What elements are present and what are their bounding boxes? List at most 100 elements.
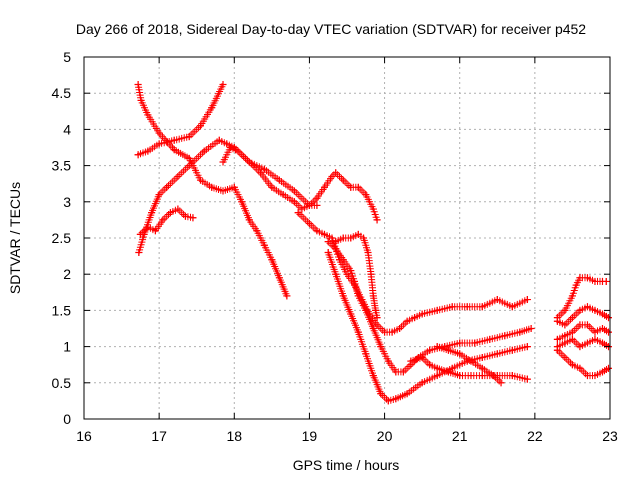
data-point [320,230,328,238]
x-tick-label: 18 [226,428,242,444]
data-point [364,248,372,256]
series-markers [324,238,535,376]
data-point [144,111,152,119]
data-point [360,234,368,242]
data-point [493,350,501,358]
data-point [313,194,321,202]
data-point [369,372,377,380]
data-point [467,357,475,365]
data-point [456,372,464,380]
data-point [591,372,599,380]
x-tick-label: 19 [302,428,318,444]
data-point [219,187,227,195]
data-point [219,158,227,166]
data-point [598,339,606,347]
series-7 [324,238,535,376]
data-point [572,281,580,289]
series-markers [332,230,381,322]
series-13 [553,303,612,329]
data-point [369,325,377,332]
data-point [604,328,612,336]
data-point [388,328,396,336]
data-point [561,339,569,347]
data-point [151,227,159,235]
data-point [170,136,178,144]
data-point [553,335,561,343]
y-tick-label: 4 [63,121,71,137]
data-point [134,81,142,89]
data-point [583,303,591,311]
data-point [332,270,340,278]
y-tick-label: 0.5 [52,375,72,391]
data-point [568,335,576,343]
data-point [324,248,332,256]
series-markers [553,346,612,380]
series-16 [553,346,612,380]
data-point [467,372,475,380]
data-point [245,216,253,224]
x-tick-label: 16 [76,428,92,444]
data-point [347,234,355,242]
data-point [369,292,377,300]
data-point [185,133,193,141]
data-point [478,372,486,380]
data-point [223,140,231,148]
data-point [568,328,576,336]
data-point [418,310,426,318]
data-point [347,267,355,275]
data-point [219,81,227,89]
data-point [298,205,306,213]
data-point [561,332,569,340]
data-point [166,209,174,217]
data-point [185,154,193,162]
data-point [478,303,486,311]
data-point [230,183,238,191]
data-point [324,238,332,246]
data-point [347,183,355,191]
data-point [373,216,381,224]
data-point [508,346,516,354]
data-point [208,183,216,191]
data-point [598,325,606,332]
data-point [591,306,599,314]
data-point [396,325,404,332]
data-point [523,375,531,383]
data-point [561,353,569,361]
data-point [159,216,167,224]
data-point [478,353,486,361]
data-point [283,292,291,300]
data-point [155,191,163,199]
data-point [591,335,599,343]
data-point [260,165,268,173]
data-point [234,147,242,155]
data-point [583,339,591,347]
data-point [163,183,171,191]
data-point [347,310,355,318]
data-layer [134,81,612,405]
data-point [136,230,144,238]
data-point [144,147,152,155]
data-point [174,205,182,213]
data-point [471,339,479,347]
y-tick-label: 1 [63,339,71,355]
data-point [508,303,516,311]
data-point [313,227,321,235]
data-point [290,187,298,195]
data-point [418,379,426,387]
data-point [433,343,441,351]
series-6 [294,209,531,336]
data-point [403,390,411,398]
data-point [583,274,591,282]
data-point [490,372,498,380]
data-point [576,306,584,314]
data-point [328,234,336,242]
x-tick-label: 20 [377,428,393,444]
data-point [200,147,208,155]
data-point [426,346,434,354]
data-point [196,122,204,130]
chart-title: Day 266 of 2018, Sidereal Day-to-day VTE… [76,21,586,37]
data-point [134,151,142,159]
data-point [448,303,456,311]
data-point [381,328,389,336]
data-point [260,241,268,249]
